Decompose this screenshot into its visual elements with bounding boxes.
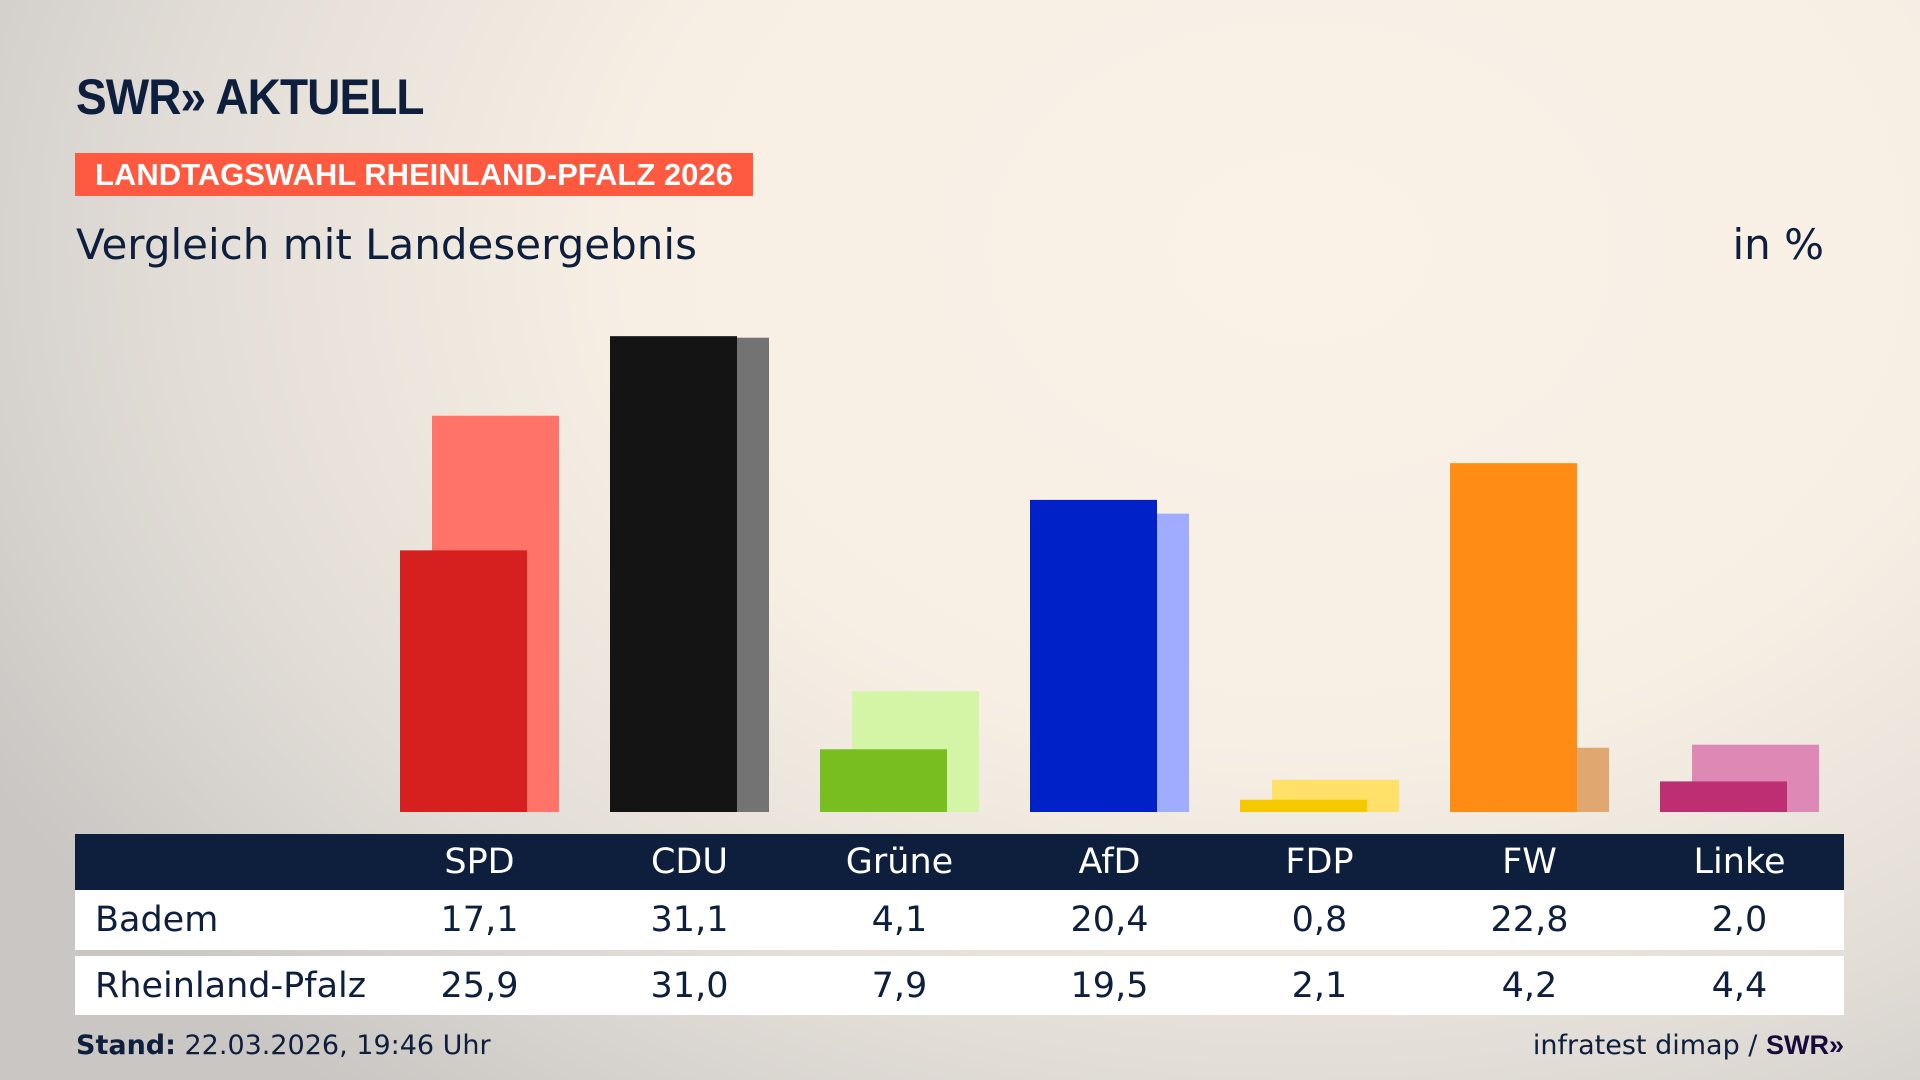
row-label: Badem [95, 900, 219, 940]
bar-badem-fdp [1240, 799, 1367, 812]
swr-logo: SWR» [1765, 1030, 1844, 1060]
value-rp-spd: 25,9 [440, 965, 519, 1006]
value-rp-afd: 19,5 [1070, 965, 1149, 1006]
unit-label: in % [1732, 220, 1824, 269]
chart-title: Vergleich mit Landesergebnis [76, 220, 697, 269]
value-rp-fw: 4,2 [1501, 965, 1558, 1006]
value-badem-spd: 17,1 [440, 900, 519, 940]
value-rp-linke: 4,4 [1711, 965, 1768, 1006]
value-badem-fdp: 0,8 [1291, 900, 1348, 940]
value-rp-cdu: 31,0 [650, 965, 729, 1006]
value-badem-cdu: 31,1 [650, 900, 729, 940]
column-header-linke: Linke [1693, 842, 1786, 882]
column-header-fdp: FDP [1285, 842, 1354, 882]
source: infratest dimap / SWR» [1533, 1030, 1844, 1061]
column-header-fw: FW [1502, 842, 1557, 882]
value-rp-grüne: 7,9 [871, 965, 928, 1006]
bar-badem-spd [400, 550, 527, 812]
column-header-spd: SPD [444, 842, 515, 882]
swr-aktuell-logo: SWR» AKTUELL [76, 69, 424, 125]
source-text: infratest dimap / [1532, 1030, 1766, 1061]
column-header-grüne: Grüne [845, 842, 954, 882]
bar-badem-cdu [610, 336, 737, 812]
stand-label: Stand: [76, 1030, 176, 1061]
bar-chart [400, 336, 1819, 812]
bar-badem-linke [1660, 781, 1787, 812]
table-row: Badem 17,1 31,1 4,1 20,4 0,8 22,8 2,0 [75, 890, 1844, 950]
value-badem-fw: 22,8 [1490, 900, 1569, 940]
bar-badem-fw [1450, 463, 1577, 812]
value-badem-grüne: 4,1 [871, 900, 928, 940]
value-badem-afd: 20,4 [1070, 900, 1149, 940]
election-banner: LANDTAGSWAHL RHEINLAND-PFALZ 2026 [75, 153, 753, 196]
row-label: Rheinland-Pfalz [95, 965, 367, 1006]
column-header-afd: AfD [1078, 842, 1141, 882]
bar-badem-afd [1030, 499, 1157, 812]
value-rp-fdp: 2,1 [1291, 965, 1348, 1006]
table-header: SPD CDU Grüne AfD FDP FW Linke [75, 834, 1844, 890]
timestamp: Stand: 22.03.2026, 19:46 Uhr [76, 1030, 491, 1061]
stand-value: 22.03.2026, 19:46 Uhr [175, 1030, 491, 1061]
table-row: Rheinland-Pfalz 25,9 31,0 7,9 19,5 2,1 4,2 4,4 [75, 956, 1844, 1015]
column-header-cdu: CDU [650, 842, 728, 882]
bar-badem-grüne [820, 749, 947, 812]
value-badem-linke: 2,0 [1711, 900, 1768, 940]
